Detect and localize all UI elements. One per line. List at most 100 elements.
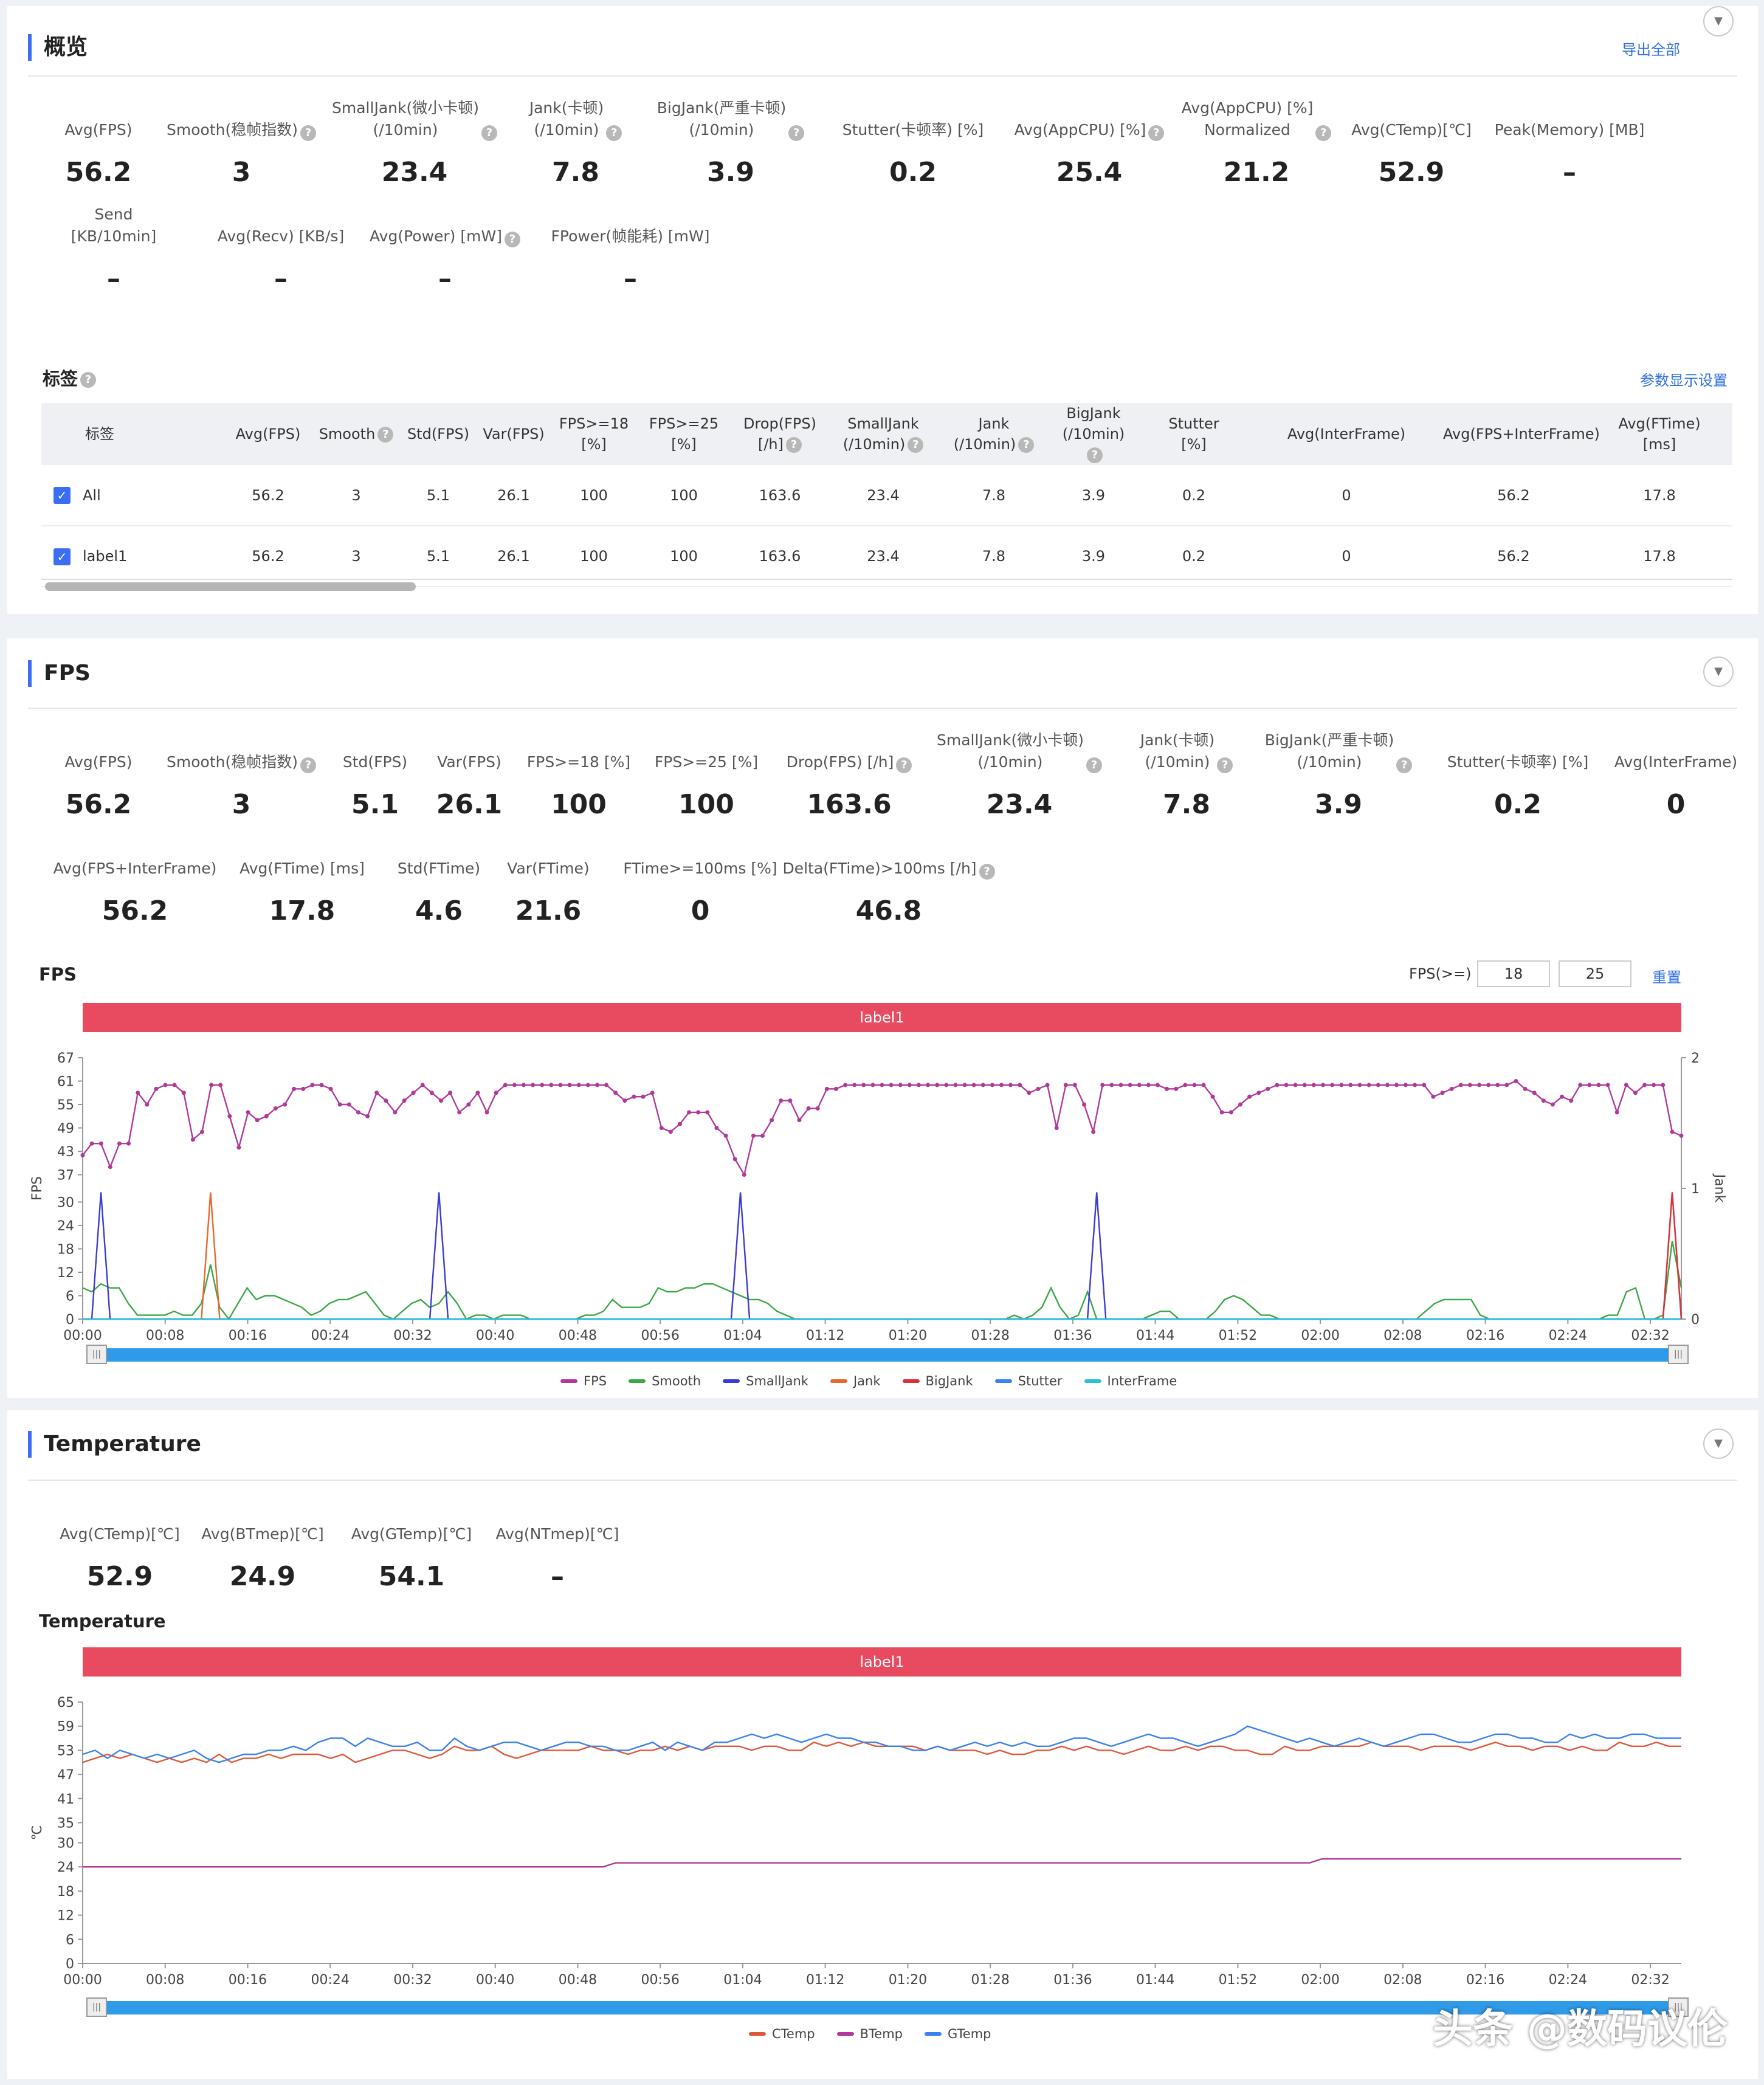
help-icon[interactable]: ? [786,437,802,453]
legend-item[interactable]: InterFrame [1084,1374,1177,1388]
help-icon[interactable]: ? [481,125,497,141]
fps-point [1504,1083,1509,1087]
help-icon[interactable]: ? [1148,125,1165,141]
range-handle-right[interactable]: ||| [1668,1345,1689,1364]
y-axis-label: FPS [30,1176,45,1201]
help-icon[interactable]: ? [377,427,394,443]
range-handle-left[interactable]: ||| [86,1997,107,2017]
help-icon[interactable]: ? [1018,437,1035,453]
fps-point [1541,1098,1546,1103]
table-scrollbar[interactable] [41,579,1732,592]
temp-range-fill[interactable] [105,2001,1670,2014]
x-tick-label: 02:32 [1631,1328,1669,1343]
table-header[interactable]: Avg(FTime) [ms] [1587,403,1732,465]
temp-label-bar[interactable]: label1 [83,1647,1681,1677]
fps-point [898,1083,903,1087]
metric-label: FPower(帧能耗) [mW] [551,227,710,245]
help-icon[interactable]: ? [979,864,995,880]
legend-item[interactable]: GTemp [925,2027,991,2041]
fps-reset-link[interactable]: 重置 [1652,969,1681,986]
table-header[interactable]: Drop(FPS) [/h]? [729,403,830,465]
table-row[interactable]: ✓ label1 56.2 3 5.1 26.1 100 100 163.6 23.4 7.8 3.9… [41,526,1732,587]
table-header[interactable]: BigJank (/10min)? [1052,403,1135,465]
metric-item: Avg(AppCPU) [%]? 25.4 [1004,97,1174,188]
legend-item[interactable]: SmallJank [723,1374,808,1388]
help-icon[interactable]: ? [300,757,316,773]
fps-range-fill[interactable] [105,1348,1670,1362]
y-tick-label: 18 [57,1242,74,1257]
fps-threshold-input-1[interactable]: 18 [1477,960,1550,987]
help-icon[interactable]: ? [300,125,316,141]
fps-point [190,1137,195,1142]
legend-item[interactable]: FPS [560,1374,607,1388]
row-checkbox[interactable]: ✓ [53,487,71,504]
help-icon[interactable]: ? [1217,757,1233,773]
param-settings-link[interactable]: 参数显示设置 [1640,372,1728,389]
table-header[interactable]: Avg(InterFrame) [1252,403,1441,465]
help-icon[interactable]: ? [80,372,97,388]
fps-threshold-input-2[interactable]: 25 [1559,960,1631,987]
metric-label: FPS>=18 [%] [526,753,631,771]
scrollbar-thumb[interactable] [45,582,416,591]
metric-item: Avg(FPS) 56.2 [50,729,147,820]
metric-label: Avg(AppCPU) [%] Normalized? [1174,97,1339,141]
row-checkbox[interactable]: ✓ [53,548,71,565]
legend-item[interactable]: Stutter [994,1374,1063,1388]
export-all-link[interactable]: 导出全部 [1622,41,1680,58]
table-header[interactable]: Stutter [%] [1135,403,1252,465]
table-row[interactable]: ✓ All 56.2 3 5.1 26.1 100 100 163.6 23.4 7.8 3.9 0.2… [41,465,1732,526]
legend-item[interactable]: BigJank [902,1374,973,1388]
help-icon[interactable]: ? [1315,125,1332,141]
table-header[interactable]: Var(FPS) [478,403,550,465]
help-icon[interactable]: ? [504,232,520,247]
fps-point [1578,1083,1583,1087]
overview-title: 概览 [28,34,88,61]
table-header[interactable]: FPS>=18 [%] [550,403,638,465]
temp-range-slider[interactable]: ||| ||| [86,1997,1689,2017]
fps-point [999,1083,1004,1087]
help-icon[interactable]: ? [1086,757,1102,773]
table-header[interactable]: Avg(FPS+InterFrame) [1441,403,1600,465]
help-icon[interactable]: ? [1087,447,1103,463]
fps-range-slider[interactable]: ||| ||| [86,1345,1689,1364]
metric-item: Avg(AppCPU) [%] Normalized? 21.2 [1174,97,1339,188]
legend-item[interactable]: Smooth [629,1374,701,1388]
legend-item[interactable]: CTemp [749,2027,815,2041]
fps-label-bar[interactable]: label1 [83,1003,1681,1032]
fps-point [843,1083,848,1087]
help-icon[interactable]: ? [606,125,622,141]
metric-label: BigJank(严重卡顿) (/10min)? [1247,729,1430,773]
table-header[interactable]: Smooth? [314,403,399,465]
metric-item: Avg(GTemp)[℃] 54.1 [342,1501,481,1592]
table-header[interactable]: SmallJank (/10min)? [830,403,936,465]
legend-item[interactable]: BTemp [836,2027,903,2041]
overview-collapse-button[interactable]: ▼ [1703,6,1734,36]
table-cell: label1 [83,526,222,587]
fps-point [953,1083,958,1087]
table-header[interactable]: Avg(FPS) [222,403,314,465]
help-icon[interactable]: ? [908,437,924,453]
help-icon[interactable]: ? [788,125,805,141]
metric-label: Std(FTime) [397,860,481,877]
temp-collapse-button[interactable]: ▼ [1703,1428,1734,1459]
table-header[interactable]: FPS>=25 [%] [638,403,729,465]
help-icon[interactable]: ? [896,757,912,773]
fps-point [402,1098,407,1103]
y2-tick-label: 2 [1691,1051,1700,1066]
metric-label: Avg(GTemp)[℃] [351,1525,472,1543]
table-header[interactable]: Std(FPS) [399,403,478,465]
table-header[interactable]: Jank (/10min)? [936,403,1052,465]
fps-point [705,1110,710,1115]
y-tick-label: 59 [57,1720,74,1735]
series-line-btemp [83,1858,1681,1868]
table-header[interactable]: 标签 [83,403,222,465]
legend-item[interactable]: Jank [830,1374,881,1388]
range-handle-left[interactable]: ||| [86,1345,107,1364]
fps-collapse-button[interactable]: ▼ [1703,657,1734,687]
range-handle-right[interactable]: ||| [1668,1997,1689,2017]
help-icon[interactable]: ? [1396,757,1413,773]
fps-point [990,1083,994,1087]
metric-value: 100 [551,789,607,820]
metric-item: FPS>=25 [%] 100 [646,729,767,820]
fps-point [540,1083,545,1087]
